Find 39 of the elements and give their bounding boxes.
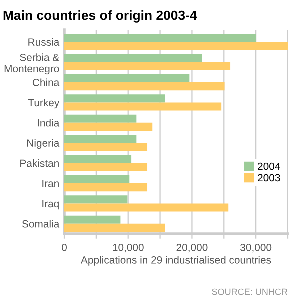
- bar: [64, 62, 231, 70]
- bar: [64, 216, 121, 224]
- bar: [64, 196, 128, 204]
- y-tick-label: Somalia: [22, 220, 60, 228]
- bar: [64, 122, 153, 131]
- bar: [64, 102, 222, 111]
- bar: [64, 54, 202, 62]
- legend-label: 2003: [258, 174, 280, 182]
- y-tick-label: Iran: [42, 180, 59, 188]
- y-tick-label: Serbia & Montenegro: [4, 54, 60, 75]
- bar: [64, 184, 148, 192]
- bar: [64, 163, 148, 172]
- bar: [64, 204, 229, 212]
- x-tick-label: 0: [62, 244, 67, 252]
- y-tick-label: Nigeria: [27, 139, 60, 150]
- bar: [64, 34, 256, 42]
- bar: [64, 94, 166, 103]
- x-tick-label: 30,000: [240, 244, 272, 253]
- bar: [64, 155, 132, 164]
- y-tick-label: Turkey: [28, 98, 60, 109]
- bar: [64, 114, 137, 123]
- y-tick-label: India: [38, 119, 60, 127]
- source-note: SOURCE: UNHCR: [212, 288, 288, 296]
- bar: [64, 82, 225, 91]
- bar: [64, 224, 166, 232]
- y-tick-label: Pakistan: [20, 160, 59, 168]
- bar: [64, 143, 148, 152]
- bar: [64, 74, 190, 83]
- x-tick-label: 10,000: [113, 244, 144, 253]
- bar: [64, 42, 288, 50]
- x-axis-title: Applications in 29 industrialised countries: [81, 256, 272, 266]
- bar: [64, 175, 130, 184]
- y-tick-label: Iraq: [42, 200, 59, 210]
- y-tick-label: China: [32, 78, 60, 86]
- bar: [64, 135, 137, 144]
- legend-label: 2004: [258, 162, 280, 170]
- chart-title: Main countries of origin 2003-4: [4, 10, 198, 23]
- x-tick-label: 20,000: [176, 244, 208, 253]
- y-tick-label: Russia: [28, 38, 60, 46]
